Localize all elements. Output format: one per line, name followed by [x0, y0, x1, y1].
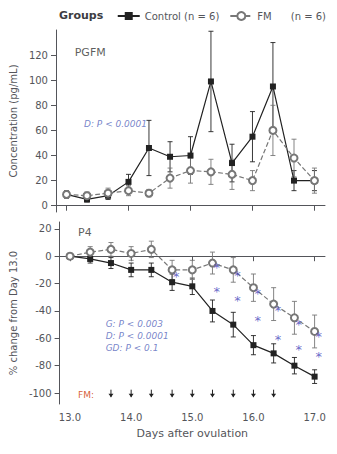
svg-text:*: *	[254, 286, 261, 301]
svg-text:-40: -40	[35, 305, 51, 316]
svg-text:-80: -80	[35, 360, 51, 371]
svg-text:*: *	[275, 332, 282, 347]
svg-text:*: *	[316, 349, 323, 364]
svg-text:Groups: Groups	[59, 9, 104, 22]
svg-text:60: 60	[35, 125, 48, 136]
svg-text:17.0: 17.0	[303, 412, 325, 423]
svg-text:*: *	[295, 317, 302, 332]
svg-text:P4: P4	[78, 226, 92, 239]
svg-text:FM:: FM:	[78, 390, 94, 400]
svg-text:16.0: 16.0	[242, 412, 264, 423]
svg-text:120: 120	[29, 50, 48, 61]
svg-text:D: P < 0.0001: D: P < 0.0001	[84, 119, 147, 129]
svg-text:D: P < 0.0001: D: P < 0.0001	[106, 331, 169, 341]
svg-text:*: *	[275, 303, 282, 318]
svg-text:100: 100	[29, 75, 48, 86]
svg-text:GD: P < 0.1: GD: P < 0.1	[106, 343, 159, 353]
svg-text:Control (n = 6): Control (n = 6)	[145, 11, 220, 22]
svg-text:20: 20	[39, 223, 52, 234]
svg-text:0: 0	[42, 200, 48, 211]
svg-text:*: *	[213, 284, 220, 299]
svg-text:40: 40	[35, 150, 48, 161]
svg-text:0: 0	[45, 251, 51, 262]
svg-text:-60: -60	[35, 333, 51, 344]
svg-text:*: *	[234, 293, 241, 308]
svg-text:Days after ovulation: Days after ovulation	[137, 427, 249, 440]
svg-text:*: *	[295, 342, 302, 357]
svg-text:20: 20	[35, 175, 48, 186]
svg-text:13.0: 13.0	[59, 412, 81, 423]
svg-text:FM (n = 6): FM (n = 6)	[257, 11, 326, 22]
svg-text:Concentration (pg/mL): Concentration (pg/mL)	[8, 64, 19, 177]
svg-text:15.0: 15.0	[181, 412, 203, 423]
svg-text:80: 80	[35, 100, 48, 111]
svg-text:G: P < 0.003: G: P < 0.003	[106, 319, 164, 329]
svg-text:*: *	[173, 269, 180, 284]
svg-text:% change from Day 13.0: % change from Day 13.0	[8, 251, 19, 375]
svg-text:-100: -100	[29, 388, 52, 399]
svg-text:*: *	[234, 268, 241, 283]
svg-text:*: *	[316, 329, 323, 344]
svg-text:*: *	[254, 313, 261, 328]
svg-text:PGFM: PGFM	[75, 46, 106, 59]
svg-text:-20: -20	[35, 278, 51, 289]
svg-text:14.0: 14.0	[120, 412, 142, 423]
svg-text:*: *	[213, 260, 220, 275]
